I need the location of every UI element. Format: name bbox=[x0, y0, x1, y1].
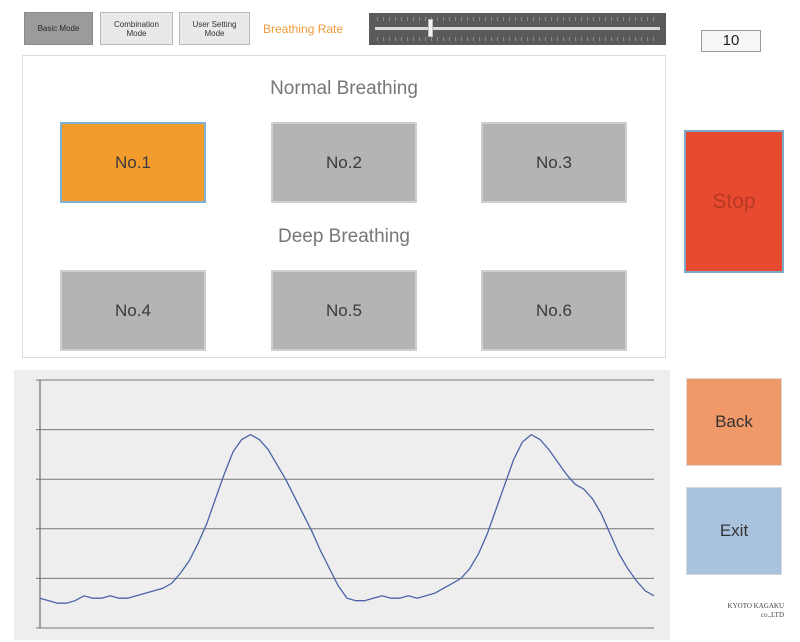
breathing-rate-label: Breathing Rate bbox=[263, 22, 344, 36]
slider-thumb[interactable] bbox=[428, 19, 434, 37]
company-suffix: co.,LTD bbox=[760, 611, 784, 619]
breathing-waveform-graph bbox=[14, 370, 670, 640]
back-button[interactable]: Back bbox=[686, 378, 782, 466]
slider-track bbox=[375, 27, 660, 30]
pattern-button-2[interactable]: No.2 bbox=[271, 122, 417, 203]
breathing-rate-value: 10 bbox=[701, 30, 761, 52]
deep-breathing-title: Deep Breathing bbox=[277, 226, 411, 247]
basic-mode-button[interactable]: Basic Mode bbox=[24, 12, 93, 45]
normal-breathing-title: Normal Breathing bbox=[270, 78, 418, 99]
pattern-button-5[interactable]: No.5 bbox=[271, 270, 417, 351]
slider-ticks-bottom bbox=[377, 37, 658, 41]
breathing-rate-slider[interactable] bbox=[369, 13, 666, 45]
pattern-button-6[interactable]: No.6 bbox=[481, 270, 627, 351]
breathing-pattern-panel: Normal Breathing No.1 No.2 No.3 Deep Bre… bbox=[22, 55, 666, 358]
company-logo: KYOTO KAGAKU co.,LTD bbox=[700, 602, 784, 620]
company-name: KYOTO KAGAKU bbox=[727, 602, 784, 610]
pattern-button-4[interactable]: No.4 bbox=[60, 270, 206, 351]
combination-mode-button[interactable]: Combination Mode bbox=[100, 12, 173, 45]
exit-button[interactable]: Exit bbox=[686, 487, 782, 575]
slider-ticks-top bbox=[377, 17, 658, 21]
user-setting-mode-button[interactable]: User Setting Mode bbox=[179, 12, 250, 45]
pattern-button-1[interactable]: No.1 bbox=[60, 122, 206, 203]
stop-button[interactable]: Stop bbox=[684, 130, 784, 273]
pattern-button-3[interactable]: No.3 bbox=[481, 122, 627, 203]
waveform-svg bbox=[36, 379, 655, 629]
waveform-line bbox=[39, 433, 655, 604]
